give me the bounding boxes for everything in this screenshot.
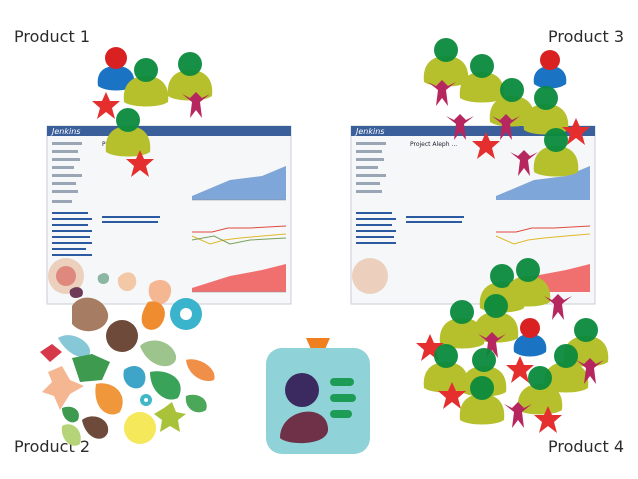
product-3-people: [423, 38, 590, 177]
product-1-people: [92, 47, 213, 177]
person-icon: [167, 52, 213, 101]
jenkins-logo-icon: [352, 258, 388, 294]
people-group-icon: [416, 258, 609, 433]
area-chart-icon: [496, 166, 590, 200]
person-icon: [459, 54, 505, 103]
product-1-label: Product 1: [14, 27, 91, 46]
jenkins-brand: Jenkins: [354, 127, 384, 136]
jenkins-screen-1: Jenkins Project: [46, 125, 292, 305]
person-icon: [123, 58, 169, 107]
line-chart-icon: [495, 225, 591, 245]
person-icon: [423, 38, 469, 87]
jenkins-screen-2: Jenkins Project Aleph ...: [350, 125, 596, 305]
screen-title: Project Aleph ...: [410, 141, 457, 148]
product-4-label: Product 4: [547, 437, 624, 456]
area-chart-icon: [192, 166, 286, 201]
person-icon: [523, 86, 569, 135]
person-icon: [97, 47, 135, 91]
jenkins-brand: Jenkins: [50, 127, 80, 136]
blob-icon: [40, 272, 215, 446]
id-badge-icon: [266, 338, 370, 454]
product-2-blobs: [40, 272, 215, 446]
product-3-label: Product 3: [547, 27, 624, 46]
area-chart-icon: [192, 264, 286, 293]
star-icon: [92, 92, 120, 119]
person-icon: [513, 318, 547, 357]
line-chart-icon: [191, 225, 287, 245]
person-icon: [533, 50, 567, 89]
